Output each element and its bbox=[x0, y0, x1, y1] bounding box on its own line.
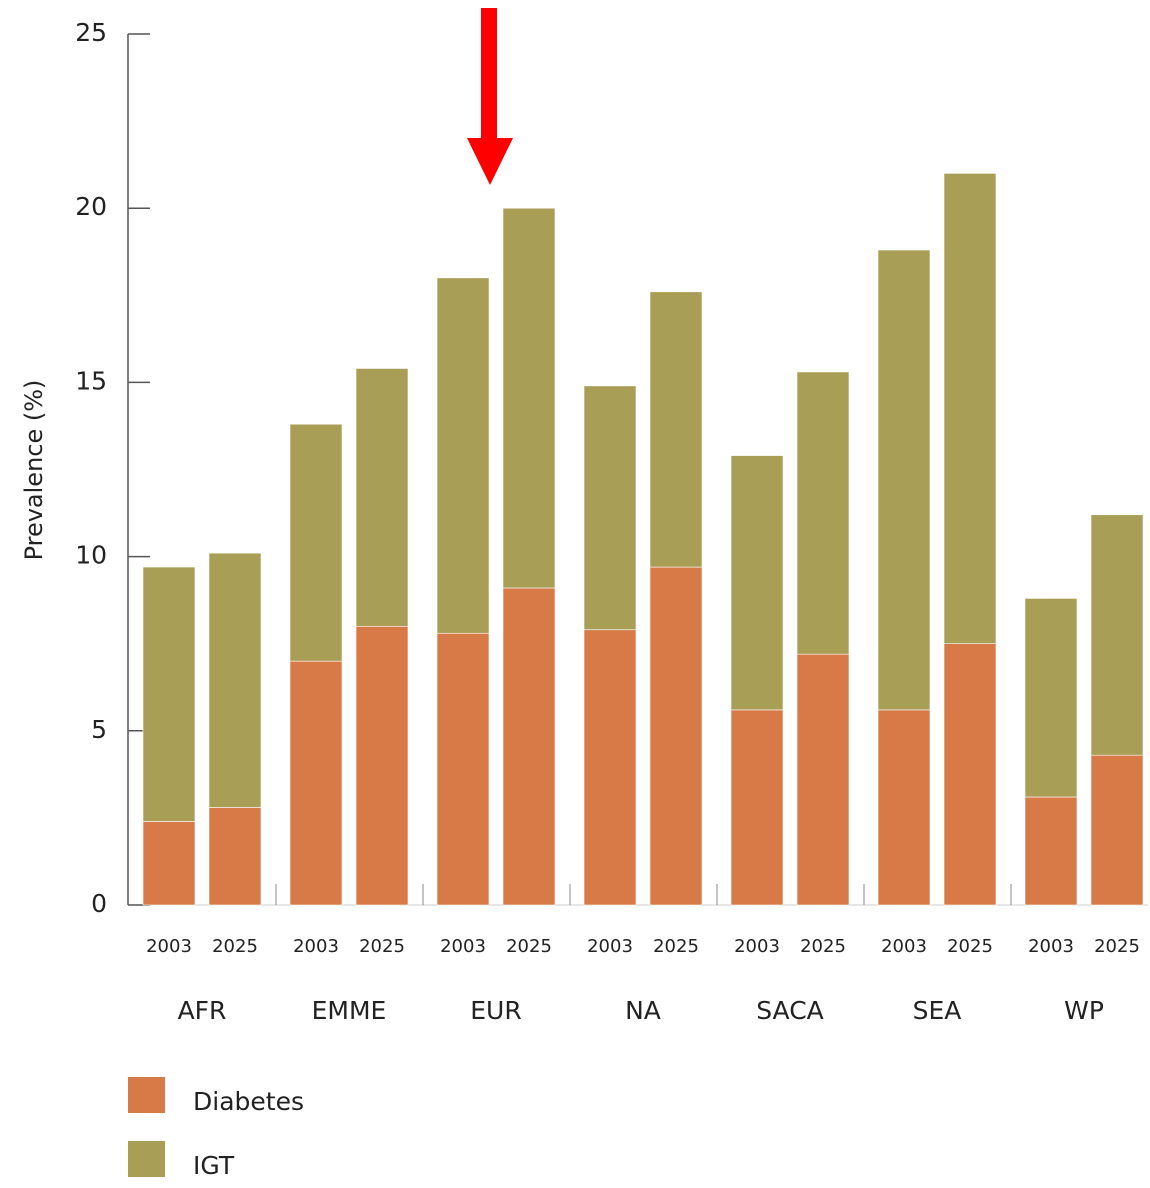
bar-segment bbox=[796, 371, 850, 655]
bar-segment bbox=[1024, 598, 1078, 798]
x-tick-label: 2025 bbox=[653, 936, 699, 957]
group-label: NA bbox=[625, 996, 661, 1025]
bar-segment bbox=[502, 587, 556, 906]
bar-segment bbox=[355, 368, 409, 627]
bar-segment bbox=[502, 207, 556, 589]
bar-segment bbox=[1090, 754, 1144, 906]
group-label: EMME bbox=[312, 996, 387, 1025]
bar-segment bbox=[730, 455, 784, 711]
y-axis-label: Prevalence (%) bbox=[20, 380, 48, 561]
x-tick-label: 2003 bbox=[440, 936, 486, 957]
bar-segment bbox=[583, 385, 637, 631]
bar-segment bbox=[142, 566, 196, 822]
bar-segment bbox=[1090, 514, 1144, 756]
y-tick-label: 0 bbox=[91, 889, 107, 918]
x-tick-label: 2025 bbox=[506, 936, 552, 957]
legend-swatch bbox=[128, 1141, 165, 1177]
y-tick-label: 20 bbox=[75, 192, 107, 221]
x-tick-label: 2025 bbox=[800, 936, 846, 957]
bar-segment bbox=[436, 277, 490, 634]
group-label: SACA bbox=[756, 996, 824, 1025]
bar-segment bbox=[877, 709, 931, 906]
x-tick-label: 2003 bbox=[293, 936, 339, 957]
arrow-shaft bbox=[481, 8, 497, 140]
bar-segment bbox=[877, 249, 931, 711]
group-label: AFR bbox=[178, 996, 227, 1025]
x-tick-label: 2003 bbox=[587, 936, 633, 957]
x-tick-label: 2003 bbox=[1028, 936, 1074, 957]
bar-segment bbox=[142, 821, 196, 906]
bar-segment bbox=[208, 552, 262, 808]
bar-segment bbox=[583, 629, 637, 906]
y-tick-label: 5 bbox=[91, 715, 107, 744]
x-tick-label: 2025 bbox=[359, 936, 405, 957]
x-tick-label: 2025 bbox=[947, 936, 993, 957]
bar-segment bbox=[730, 709, 784, 906]
group-label: EUR bbox=[470, 996, 521, 1025]
x-tick-label: 2003 bbox=[881, 936, 927, 957]
bar-segment bbox=[436, 632, 490, 906]
legend-label: IGT bbox=[193, 1151, 235, 1180]
bar-segment bbox=[649, 291, 703, 568]
x-tick-label: 2003 bbox=[146, 936, 192, 957]
bar-segment bbox=[796, 653, 850, 906]
arrow bbox=[467, 8, 513, 185]
y-tick-label: 25 bbox=[75, 18, 107, 47]
bar-segment bbox=[649, 566, 703, 906]
x-tick-label: 2025 bbox=[1094, 936, 1140, 957]
bar-segment bbox=[289, 660, 343, 906]
bar-segment bbox=[289, 423, 343, 662]
bar-segment bbox=[1024, 796, 1078, 906]
bar-segment bbox=[943, 643, 997, 906]
legend-swatch bbox=[128, 1077, 165, 1113]
group-label: SEA bbox=[913, 996, 962, 1025]
bar-segment bbox=[208, 807, 262, 906]
group-label: WP bbox=[1064, 996, 1104, 1025]
x-tick-label: 2025 bbox=[212, 936, 258, 957]
bar-segment bbox=[943, 173, 997, 644]
bar-segment bbox=[355, 625, 409, 906]
legend-label: Diabetes bbox=[193, 1087, 304, 1116]
y-tick-label: 15 bbox=[75, 366, 107, 395]
y-tick-label: 10 bbox=[75, 541, 107, 570]
arrow-head bbox=[467, 138, 513, 185]
x-tick-label: 2003 bbox=[734, 936, 780, 957]
